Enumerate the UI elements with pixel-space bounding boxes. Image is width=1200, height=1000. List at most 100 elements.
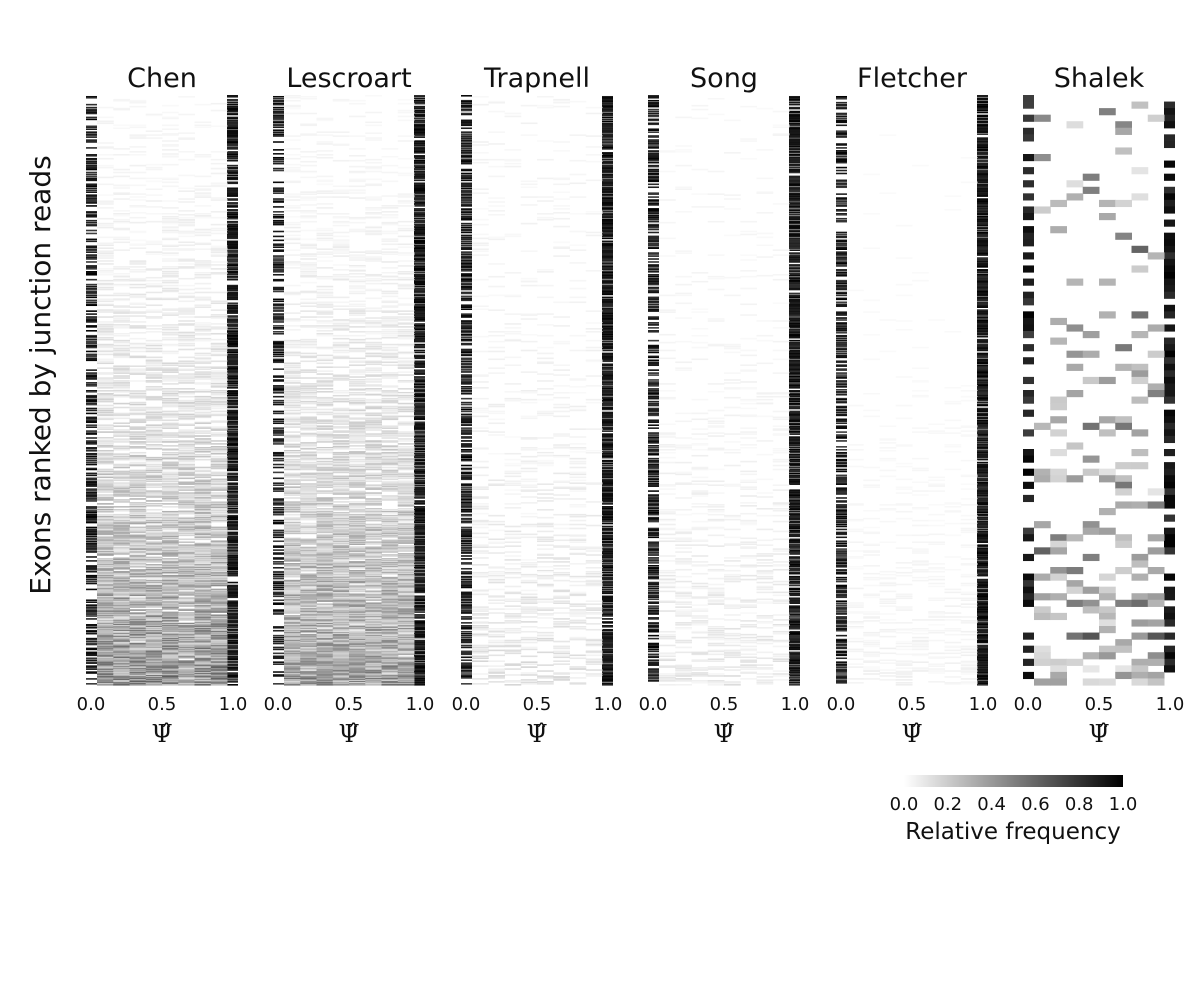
heatmap-cell (129, 184, 147, 187)
heatmap-cell (113, 168, 130, 171)
heatmap-cell (210, 309, 228, 311)
heatmap-cell (210, 458, 228, 461)
heatmap-cell (194, 556, 212, 558)
heatmap-cell (86, 455, 97, 458)
heatmap-cell (284, 166, 301, 169)
heatmap-cell (129, 651, 147, 654)
heatmap-cell (194, 124, 212, 127)
heatmap-cell (145, 505, 163, 507)
heatmap-cell (414, 194, 425, 196)
heatmap-cell (273, 220, 284, 223)
heatmap-cell (162, 394, 179, 397)
heatmap-cell (178, 494, 195, 496)
heatmap-cell (97, 508, 114, 511)
heatmap-cell (86, 442, 97, 444)
heatmap-cell (414, 370, 425, 372)
heatmap-cell (227, 110, 238, 113)
heatmap-cell (227, 546, 238, 548)
heatmap-cell (113, 631, 130, 634)
heatmap-cell (194, 347, 212, 350)
heatmap-cell (381, 306, 399, 308)
heatmap-cell (349, 154, 366, 157)
heatmap-cell (397, 235, 415, 238)
heatmap-cell (332, 408, 350, 411)
heatmap-cell (210, 384, 228, 386)
heatmap-cell (273, 412, 284, 415)
heatmap-cell (129, 625, 147, 627)
heatmap-cell (414, 339, 425, 342)
heatmap-cell (178, 665, 195, 667)
heatmap-cell (86, 418, 97, 421)
heatmap-cell (365, 392, 382, 395)
heatmap-cell (194, 644, 212, 647)
heatmap-cell (178, 342, 195, 345)
heatmap-cell (316, 434, 334, 436)
heatmap-cell (97, 598, 114, 601)
heatmap-cell (397, 468, 415, 471)
heatmap-cell (86, 301, 97, 304)
heatmap-cell (178, 368, 195, 370)
heatmap-cell (349, 522, 366, 525)
heatmap-cell (113, 278, 130, 281)
heatmap-cell (227, 294, 238, 297)
heatmap-cell (349, 541, 366, 544)
heatmap-cell (129, 636, 147, 639)
heatmap-cell (414, 340, 425, 343)
heatmap-cell (273, 508, 284, 511)
heatmap-cell (284, 465, 301, 468)
heatmap-cell (97, 565, 114, 567)
heatmap-cell (178, 295, 195, 298)
heatmap-cell (86, 538, 97, 541)
heatmap-cell (162, 657, 179, 660)
heatmap-cell (273, 466, 284, 469)
heatmap-cell (129, 306, 147, 308)
heatmap-cell (194, 581, 212, 584)
heatmap-cell (162, 645, 179, 648)
heatmap-cell (284, 388, 301, 390)
heatmap-cell (365, 184, 382, 187)
heatmap-cell (414, 346, 425, 349)
heatmap-cell (414, 133, 425, 135)
heatmap-cell (194, 228, 212, 231)
heatmap-cell (332, 325, 350, 327)
heatmap-cell (300, 524, 317, 527)
heatmap-cell (129, 527, 147, 530)
heatmap-cell (113, 547, 130, 549)
heatmap-cell (414, 210, 425, 212)
heatmap-cell (227, 198, 238, 200)
heatmap-cell (162, 227, 179, 230)
heatmap-cell (349, 373, 366, 375)
heatmap-cell (414, 410, 425, 413)
heatmap-cell (145, 676, 163, 678)
heatmap-cell (365, 433, 382, 435)
heatmap-cell (129, 573, 147, 576)
heatmap-cell (284, 454, 301, 457)
heatmap-cell (381, 462, 399, 465)
heatmap-cell (129, 407, 147, 410)
heatmap-cell (300, 505, 317, 507)
heatmap-cell (113, 553, 130, 555)
heatmap-cell (210, 494, 228, 496)
heatmap-cell (129, 553, 147, 555)
heatmap-cell (414, 403, 425, 406)
heatmap-cell (397, 472, 415, 475)
heatmap-cell (86, 256, 97, 258)
heatmap-cell (97, 604, 114, 606)
heatmap-cell (178, 574, 195, 577)
heatmap-cell (227, 495, 238, 497)
heatmap-cell (113, 477, 130, 480)
heatmap-cell (273, 120, 284, 123)
heatmap-cell (397, 484, 415, 486)
heatmap-cell (86, 320, 97, 322)
heatmap-cell (397, 485, 415, 487)
heatmap-cell (178, 433, 195, 435)
heatmap-cell (113, 367, 130, 369)
heatmap-cell (210, 647, 228, 650)
heatmap-cell (86, 254, 97, 256)
heatmap-cell (145, 328, 163, 330)
heatmap-cell (113, 483, 130, 485)
heatmap-cell (86, 440, 97, 442)
heatmap-cell (86, 551, 97, 553)
heatmap-cell (365, 341, 382, 344)
heatmap-cell (129, 477, 147, 480)
